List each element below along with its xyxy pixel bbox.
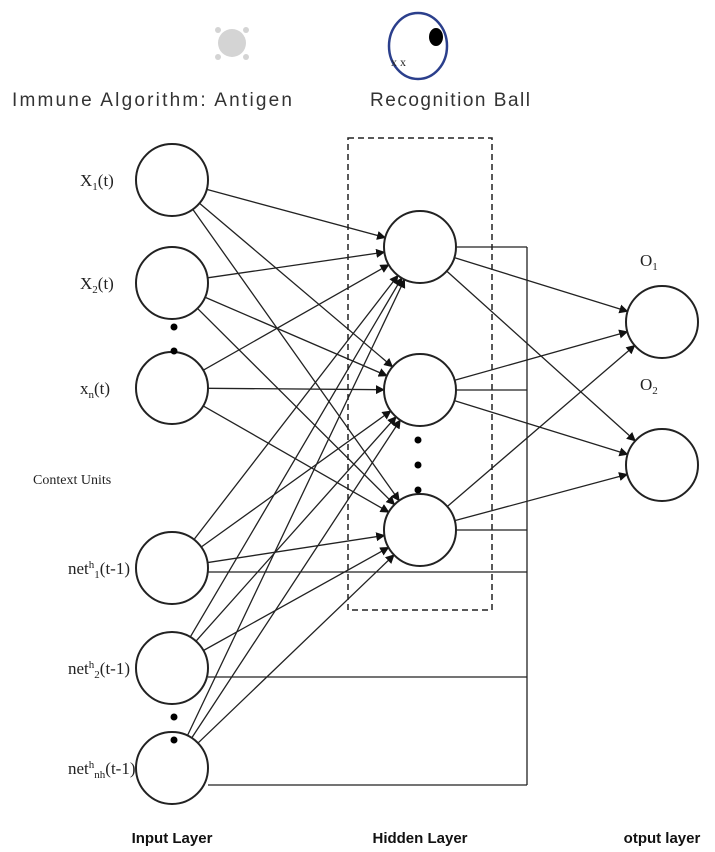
node-label: xn(t) (80, 379, 110, 401)
connection (446, 344, 636, 508)
node-label: neth2(t-1) (68, 659, 130, 681)
recognition-ball-icon (387, 11, 449, 81)
label-part: h (89, 759, 95, 771)
ellipsis-dot (170, 713, 178, 721)
label-part: (t) (98, 274, 114, 293)
connection (454, 472, 629, 522)
connection (202, 264, 390, 371)
connection (206, 188, 387, 240)
label-part: X (80, 171, 92, 190)
label-part: O (640, 375, 652, 394)
label-part: nh (94, 769, 106, 781)
connection (454, 329, 629, 381)
node-label: X1(t) (80, 171, 114, 193)
label-part: 2 (652, 385, 658, 397)
connection (202, 405, 390, 513)
connection (200, 410, 392, 548)
connection (199, 202, 394, 368)
label-part: O (640, 251, 652, 270)
label-part: X (80, 274, 92, 293)
node-label: nethnh(t-1) (68, 759, 136, 781)
node-label: O1 (640, 251, 658, 273)
label-part: (t-1) (105, 759, 135, 778)
hidden-box (347, 137, 493, 611)
label-part: 1 (92, 181, 98, 193)
node-label: neth1(t-1) (68, 559, 130, 581)
neuron (135, 731, 209, 805)
ball-label: Recognition Ball (370, 90, 530, 111)
connection (197, 554, 395, 744)
ellipsis-dot (170, 347, 178, 355)
layer-label: Hidden Layer (372, 830, 467, 847)
label-part: h (89, 659, 95, 671)
ellipsis-dot (170, 323, 178, 331)
connection (195, 416, 397, 642)
neuron (135, 246, 209, 320)
label-part: 1 (652, 261, 658, 273)
connection (207, 248, 386, 279)
connection (204, 296, 388, 377)
connection (454, 400, 629, 457)
node-label: O2 (640, 375, 658, 397)
label-part: (t) (98, 171, 114, 190)
label-part: x (80, 379, 89, 398)
label-part: 2 (92, 284, 98, 296)
layer-label: otput layer (624, 830, 701, 847)
neuron (625, 285, 699, 359)
ellipsis-dot (414, 486, 422, 494)
label-part: n (89, 389, 95, 401)
connection (203, 546, 390, 652)
node-label: X2(t) (80, 274, 114, 296)
neuron (135, 351, 209, 425)
neuron (383, 210, 457, 284)
label-part: net (68, 559, 89, 578)
label-part: net (68, 659, 89, 678)
neuron (383, 493, 457, 567)
connection (207, 385, 385, 395)
label-part: (t) (94, 379, 110, 398)
connection (454, 257, 629, 314)
antigen-label: Immune Algorithm: Antigen (12, 90, 292, 111)
label-part: 1 (94, 569, 100, 581)
label-part: (t-1) (100, 559, 130, 578)
layer-label: Input Layer (132, 830, 213, 847)
ball-marks: x x (391, 55, 406, 69)
connection (207, 532, 386, 564)
neuron (135, 143, 209, 217)
label-part: 2 (94, 669, 100, 681)
label-part: (t-1) (100, 659, 130, 678)
connection (191, 419, 401, 739)
connection (189, 277, 403, 638)
ellipsis-dot (414, 436, 422, 444)
antigen-icon (215, 27, 249, 60)
neuron (135, 631, 209, 705)
label-part: h (89, 559, 95, 571)
neuron (625, 428, 699, 502)
neuron (135, 531, 209, 605)
ellipsis-dot (414, 461, 422, 469)
label-part: net (68, 759, 89, 778)
context-label: Context Units (33, 473, 111, 488)
connection (193, 274, 399, 540)
neuron (383, 353, 457, 427)
connection (186, 278, 406, 736)
ellipsis-dot (170, 736, 178, 744)
